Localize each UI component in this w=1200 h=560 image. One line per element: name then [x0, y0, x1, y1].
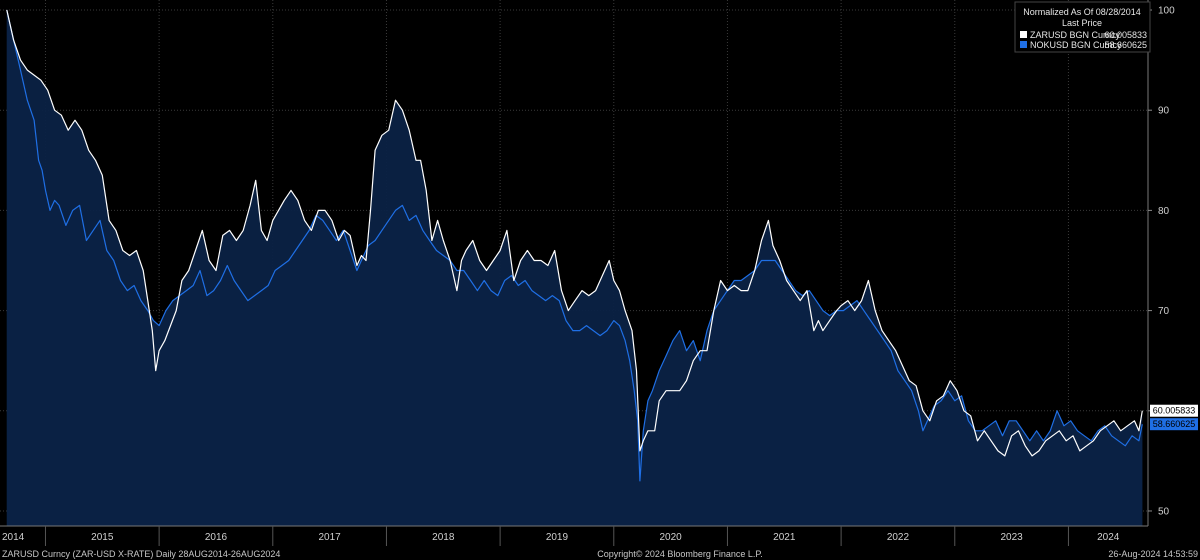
y-tick-label: 50 — [1158, 506, 1170, 517]
legend-value-nok: 58.660625 — [1104, 40, 1147, 50]
x-tick-label: 2014 — [2, 532, 25, 543]
legend-label-nok: NOKUSD BGN Curncy — [1030, 40, 1122, 50]
last-value-tag-bg — [1150, 404, 1198, 417]
y-tick-label: 100 — [1158, 6, 1175, 17]
footer-left: ZARUSD Curncy (ZAR-USD X-RATE) Daily 28A… — [2, 549, 280, 559]
last-value-tag-label: 58.660625 — [1153, 419, 1196, 429]
x-tick-label: 2016 — [205, 532, 228, 543]
last-value-tags: 60.005833 58.660625 — [1150, 404, 1198, 431]
legend-title: Normalized As Of 08/28/2014 — [1023, 7, 1141, 17]
legend-value-zar: 60.005833 — [1104, 30, 1147, 40]
last-value-tag-label: 60.005833 — [1153, 406, 1196, 416]
last-value-tag-zar: 60.005833 — [1150, 404, 1198, 417]
x-tick-label: 2015 — [91, 532, 114, 543]
x-tick-label: 2019 — [546, 532, 569, 543]
legend-swatch-nok — [1020, 41, 1027, 48]
x-tick-label: 2017 — [318, 532, 341, 543]
series-lines — [6, 9, 1143, 482]
last-value-tag-nok: 58.660625 — [1150, 418, 1198, 431]
legend-box — [1014, 1, 1151, 53]
x-tick-label: 2022 — [887, 532, 910, 543]
x-tick-label: 2020 — [659, 532, 682, 543]
y-tick-label: 70 — [1158, 306, 1170, 317]
x-axis-ticks: 2014 2015 2016 2017 2018 2019 2020 2021 2022 2023… — [2, 526, 1120, 546]
series-line-zar — [6, 9, 1143, 457]
legend: Normalized As Of 08/28/2014 Last Price Z… — [1014, 1, 1151, 53]
footer-bar — [0, 546, 1200, 560]
y-tick-label: 90 — [1158, 106, 1170, 117]
footer-right: 26-Aug-2024 14:53:59 — [1108, 549, 1198, 559]
y-tick-label: 80 — [1158, 206, 1170, 217]
legend-subtitle: Last Price — [1062, 18, 1102, 28]
footer-center: Copyright© 2024 Bloomberg Finance L.P. — [597, 549, 763, 559]
area-fill — [6, 10, 1143, 526]
last-value-tag-bg — [1150, 418, 1198, 431]
area-nok — [6, 10, 1143, 526]
x-tick-label: 2018 — [432, 532, 455, 543]
series-line-nok — [6, 9, 1143, 482]
legend-swatch-zar — [1020, 31, 1027, 38]
x-tick-label: 2023 — [1000, 532, 1023, 543]
x-tick-label: 2021 — [773, 532, 796, 543]
x-tick-label: 2024 — [1097, 532, 1120, 543]
legend-label-zar: ZARUSD BGN Curncy — [1030, 30, 1121, 40]
